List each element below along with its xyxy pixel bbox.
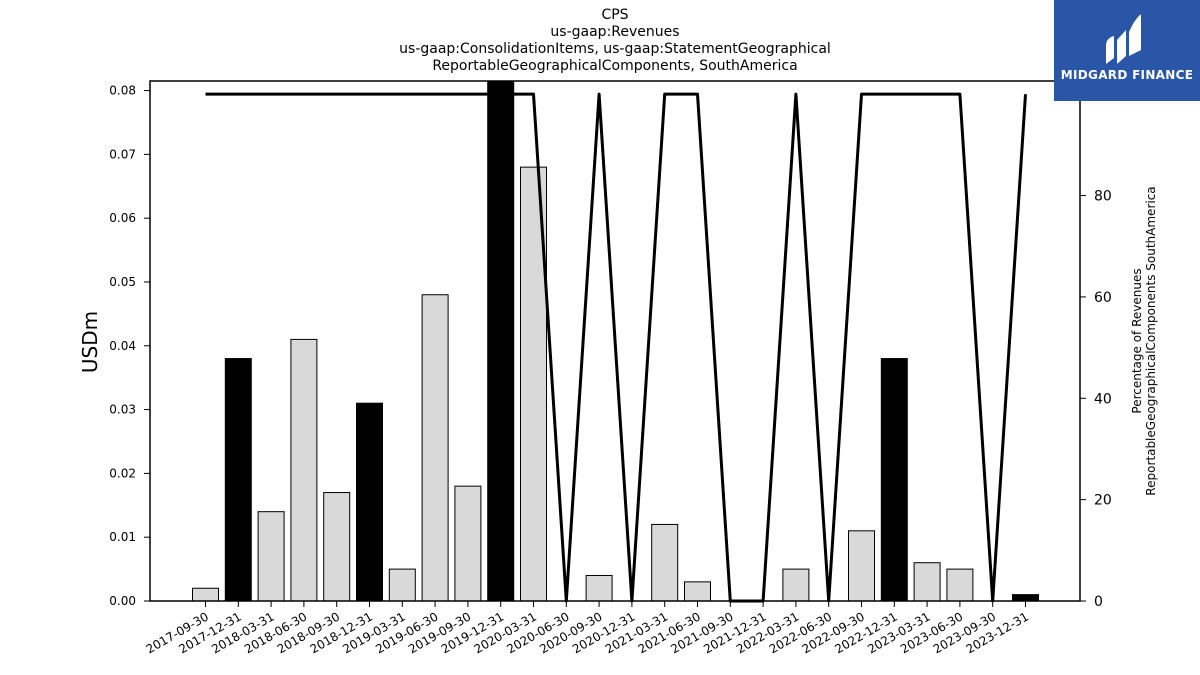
midgard-logo: MIDGARD FINANCE [1054, 0, 1200, 101]
chart-title-line: ReportableGeographicalComponents, SouthA… [432, 58, 798, 74]
y-tick-label: 0.00 [109, 594, 136, 608]
bar [421, 294, 449, 602]
bar [684, 581, 711, 602]
midgard-logo-icon [1106, 14, 1141, 64]
bar [388, 568, 416, 602]
bar [454, 485, 482, 602]
bar [224, 358, 252, 602]
y-right-tick-label: 60 [1094, 290, 1112, 306]
bar [356, 402, 383, 602]
y-right-tick-label: 0 [1094, 594, 1103, 610]
y-tick-label: 0.01 [109, 530, 136, 544]
y-axis-right-title-line2: ReportableGeographicalComponents SouthAm… [1144, 186, 1158, 496]
bar [290, 338, 318, 602]
bar [257, 511, 285, 602]
y-tick-label: 0.04 [109, 339, 136, 353]
plot-frame [149, 80, 1081, 602]
y-axis-title: USDm [78, 310, 102, 374]
y-tick-label: 0.08 [109, 84, 136, 98]
bar [782, 568, 810, 602]
bar [913, 562, 941, 602]
y-tick-label: 0.03 [109, 403, 136, 417]
y-tick-label: 0.05 [109, 275, 136, 289]
chart-title-line: us-gaap:Revenues [550, 24, 680, 40]
y-tick-label: 0.07 [109, 147, 136, 161]
bar [880, 358, 908, 602]
bar [1012, 594, 1039, 602]
y-tick-label: 0.06 [109, 211, 136, 225]
y-axis-right-title: Percentage of Revenues ReportableGeograp… [1130, 171, 1158, 511]
percentage-line [205, 92, 1027, 603]
y-right-tick-label: 40 [1094, 391, 1112, 407]
y-tick-label: 0.02 [109, 466, 136, 480]
logo-text: MIDGARD FINANCE [1060, 68, 1194, 82]
bar [848, 530, 875, 602]
bar [323, 492, 351, 602]
y-right-tick-label: 80 [1094, 189, 1112, 205]
chart-title-line: us-gaap:ConsolidationItems, us-gaap:Stat… [399, 41, 831, 57]
bar [192, 587, 219, 602]
bar [946, 568, 974, 602]
bar [487, 80, 515, 602]
y-axis-right-title-line1: Percentage of Revenues [1130, 268, 1144, 414]
bar [585, 574, 613, 602]
bar [651, 523, 679, 602]
chart-title-line: CPS [601, 7, 629, 23]
y-right-tick-label: 20 [1094, 493, 1112, 509]
